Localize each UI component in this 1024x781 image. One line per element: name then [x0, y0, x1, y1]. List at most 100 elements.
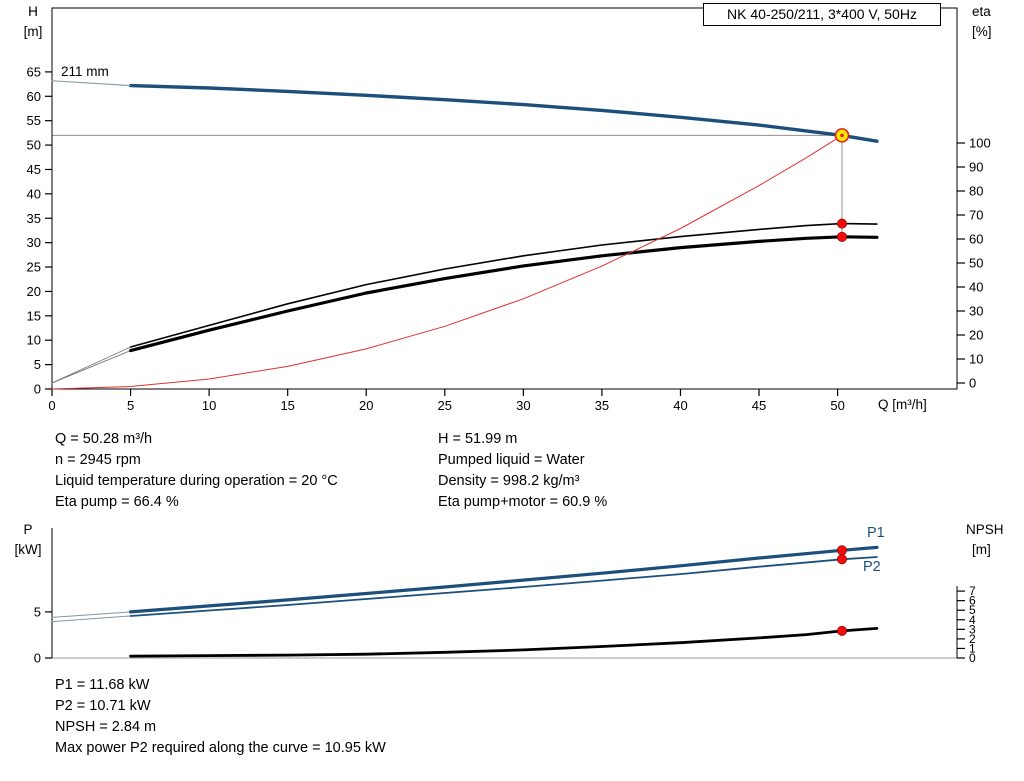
h-axis-tick-label: 45 [27, 162, 41, 177]
p1-curve-label: P1 [867, 525, 885, 541]
result-eta-pump-motor: Eta pump+motor = 60.9 % [438, 494, 608, 510]
result-q: Q = 50.28 m³/h [55, 431, 153, 447]
result-p1: P1 = 11.68 kW [55, 677, 150, 693]
q-axis-tick-label: 20 [359, 398, 373, 413]
npsh-axis-tick-label: 3 [969, 622, 976, 636]
result-density: Density = 998.2 kg/m³ [438, 473, 580, 489]
result-max-p2: Max power P2 required along the curve = … [55, 740, 386, 756]
h-axis-title-symbol: H [28, 4, 38, 19]
operating-point-marker [836, 231, 847, 242]
eta-axis-tick-label: 0 [969, 376, 976, 391]
h-axis-tick-label: 30 [27, 235, 41, 250]
npsh-axis-tick-label: 2 [969, 632, 976, 646]
eta-pump-motor [129, 235, 879, 353]
npsh-curve [129, 627, 879, 658]
h-axis-tick-label: 50 [27, 138, 41, 153]
p2-leadin [51, 615, 132, 623]
p1-leadin [51, 611, 132, 618]
eta-axis-tick-label: 60 [969, 232, 983, 247]
result-npsh: NPSH = 2.84 m [55, 719, 157, 735]
eta-axis-tick-label: 70 [969, 208, 983, 223]
operating-point-marker [836, 218, 847, 229]
eta-pump-motor-leadin [51, 350, 132, 384]
impeller-diameter-label: 211 mm [61, 64, 109, 79]
pump-curve-211mm [128, 83, 879, 143]
q-axis-tick-label: 25 [438, 398, 452, 413]
h-axis-tick-label: 0 [34, 382, 41, 397]
npsh-axis-tick-label: 1 [969, 641, 976, 655]
result-pumped-liquid: Pumped liquid = Water [438, 452, 585, 468]
eta-axis-tick-label: 50 [969, 256, 983, 271]
operating-point-marker [836, 545, 847, 556]
npsh-axis-tick-label: 5 [969, 603, 976, 617]
h-axis-title-unit: [m] [23, 24, 43, 39]
pump-designation-label: NK 40-250/211, 3*400 V, 50Hz [727, 6, 917, 22]
eta-axis-tick-label: 80 [969, 184, 983, 199]
q-axis-tick-label: 35 [595, 398, 609, 413]
eta-axis-tick-label: 10 [969, 352, 983, 367]
p2-curve-label: P2 [863, 559, 881, 575]
q-axis-tick-label: 50 [830, 398, 844, 413]
result-p2: P2 = 10.71 kW [55, 698, 151, 714]
p-axis-title-unit: [kW] [14, 542, 42, 557]
eta-axis-title: eta [%] [972, 2, 1020, 42]
p-axis-tick-label: 5 [34, 604, 41, 619]
pump-curve-leadin [51, 80, 132, 87]
result-h: H = 51.99 m [438, 431, 518, 447]
h-axis-tick-label: 55 [27, 113, 41, 128]
q-axis-tick-label: 0 [48, 398, 55, 413]
p1-curve [129, 545, 879, 614]
h-axis-tick-label: 5 [34, 357, 41, 372]
eta-axis-title-unit: [%] [972, 24, 992, 39]
p-axis-title-symbol: P [23, 522, 33, 537]
eta-axis-tick-label: 30 [969, 304, 983, 319]
pump-designation-box: NK 40-250/211, 3*400 V, 50Hz [703, 3, 941, 26]
result-n: n = 2945 rpm [55, 452, 141, 468]
results-top-left: Q = 50.28 m³/h n = 2945 rpm Liquid tempe… [55, 429, 338, 513]
h-axis-tick-label: 25 [27, 260, 41, 275]
eta-pump-leadin [51, 346, 132, 384]
q-axis-tick-label: 5 [127, 398, 134, 413]
npsh-axis-tick-label: 6 [969, 594, 976, 608]
eta-axis-tick-label: 100 [969, 136, 991, 151]
p-axis-title: P [kW] [6, 520, 50, 560]
h-axis-tick-label: 10 [27, 333, 41, 348]
q-axis-label: Q [m³/h] [878, 397, 927, 412]
h-axis-tick-label: 60 [27, 89, 41, 104]
duty-point-center [840, 133, 844, 138]
eta-axis-title-symbol: eta [972, 4, 991, 19]
npsh-axis-tick-label: 7 [969, 584, 976, 598]
npsh-axis-tick-label: 4 [969, 613, 976, 627]
npsh-axis-title-symbol: NPSH [966, 522, 1004, 537]
q-axis-tick-label: 40 [673, 398, 687, 413]
eta-axis-tick-label: 40 [969, 280, 983, 295]
h-axis-tick-label: 15 [27, 308, 41, 323]
operating-point-marker [836, 554, 847, 565]
eta-axis-tick-label: 90 [969, 160, 983, 175]
top-chart-frame [51, 7, 958, 390]
npsh-axis-title-unit: [m] [972, 542, 991, 557]
q-axis-tick-label: 15 [280, 398, 294, 413]
h-axis-title: H [m] [14, 2, 52, 42]
h-axis-tick-label: 40 [27, 186, 41, 201]
p-axis-tick-label: 0 [34, 651, 41, 666]
h-axis-tick-label: 35 [27, 211, 41, 226]
result-liquid-temp: Liquid temperature during operation = 20… [55, 473, 338, 489]
operating-point-marker [836, 625, 847, 636]
system-curve [51, 134, 843, 390]
q-axis-tick-label: 45 [752, 398, 766, 413]
q-axis-tick-label: 30 [516, 398, 530, 413]
npsh-axis-title: NPSH [m] [966, 520, 1022, 560]
results-bottom: P1 = 11.68 kW P2 = 10.71 kW NPSH = 2.84 … [55, 675, 386, 759]
p2-curve [129, 556, 878, 617]
eta-axis-tick-label: 20 [969, 328, 983, 343]
result-eta-pump: Eta pump = 66.4 % [55, 494, 179, 510]
h-axis-tick-label: 65 [27, 64, 41, 79]
h-axis-tick-label: 20 [27, 284, 41, 299]
eta-pump [129, 222, 878, 348]
npsh-axis-tick-label: 0 [969, 651, 976, 665]
q-axis-tick-label: 10 [202, 398, 216, 413]
results-top-right: H = 51.99 m Pumped liquid = Water Densit… [438, 429, 607, 513]
